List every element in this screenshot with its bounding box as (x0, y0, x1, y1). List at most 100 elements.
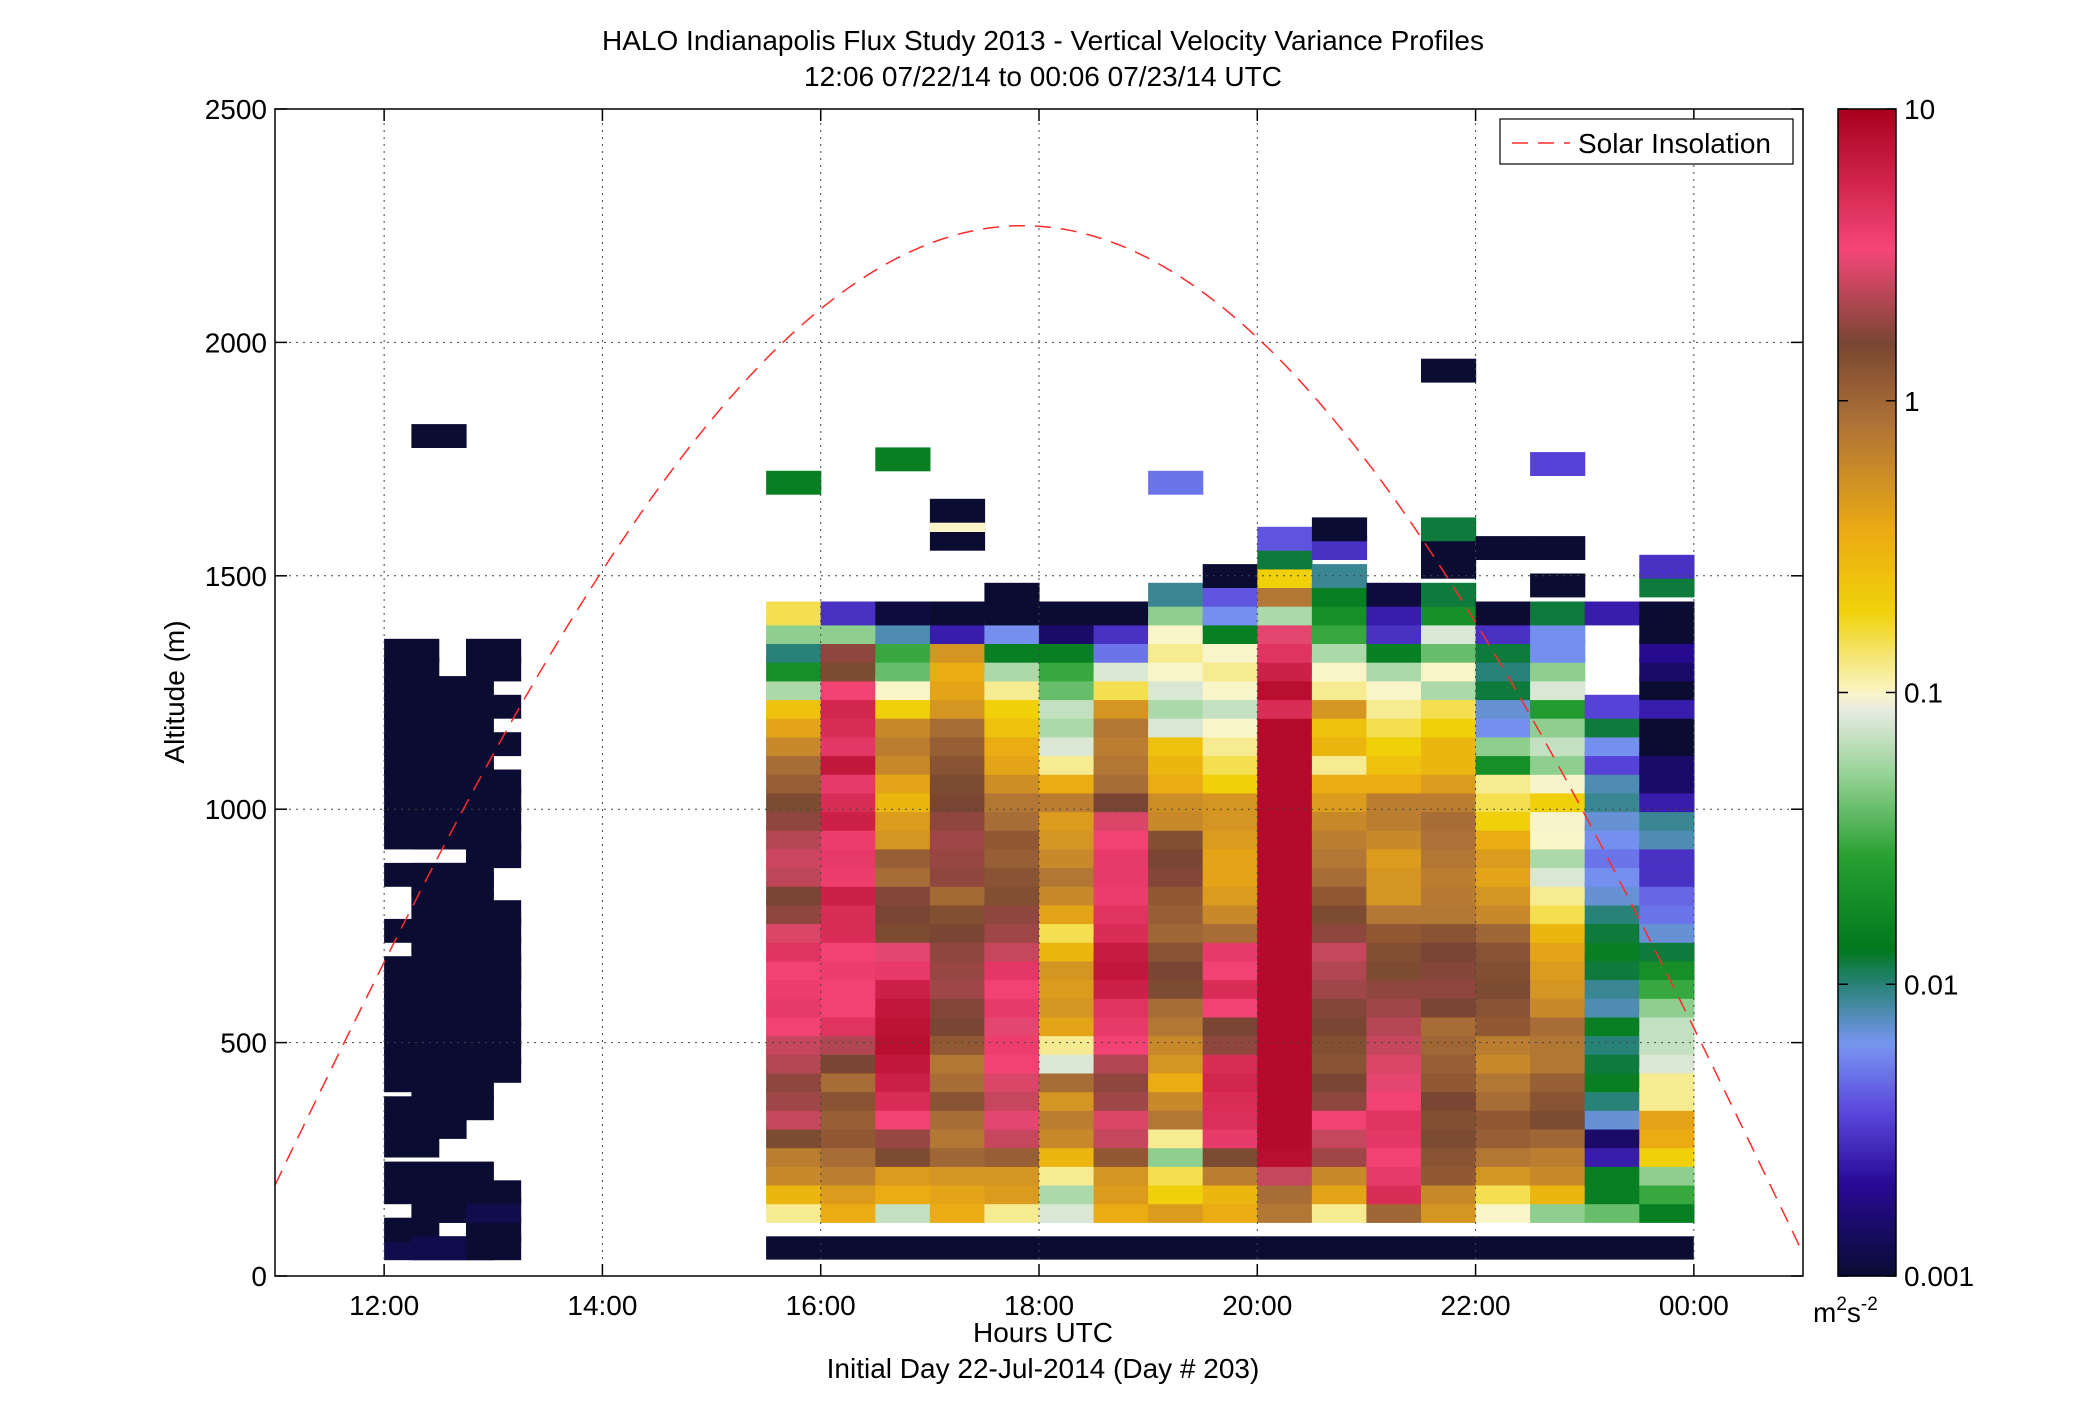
heatmap-cell (1639, 1030, 1695, 1055)
heatmap-cell (1202, 564, 1258, 588)
heatmap-cell (1257, 1086, 1313, 1111)
colorbar-band (1838, 389, 1896, 394)
colorbar-band (1838, 929, 1896, 935)
heatmap-cell (1311, 918, 1368, 943)
colorbar-band (1838, 1104, 1896, 1110)
heatmap-cell (1039, 1143, 1095, 1167)
heatmap-cell (875, 788, 931, 813)
colorbar-band (1838, 116, 1896, 122)
heatmap-cell (1530, 1105, 1586, 1130)
heatmap-cell (466, 1180, 522, 1205)
heatmap-cell (1530, 1086, 1586, 1111)
heatmap-cell (1093, 1143, 1149, 1167)
colorbar-band (1838, 1264, 1896, 1269)
colorbar-band (1838, 1221, 1896, 1227)
heatmap-cell (1039, 1124, 1095, 1149)
heatmap-cell (1202, 1143, 1258, 1167)
colorbar-band (1838, 630, 1896, 635)
heatmap-cell (984, 956, 1040, 981)
heatmap-cell (1202, 1012, 1258, 1037)
legend-box (1499, 118, 1794, 165)
heatmap-cell (1639, 713, 1695, 738)
heatmap-cell (766, 956, 822, 981)
colorbar-band (1838, 311, 1896, 316)
heatmap-cell (1093, 993, 1149, 1018)
heatmap-cell (1148, 582, 1204, 607)
colorbar-band (1838, 704, 1896, 709)
heatmap-cell (1148, 769, 1204, 794)
heatmap-cell (1311, 536, 1368, 560)
x-axis-label: Hours UTC (973, 1317, 1113, 1348)
heatmap-cell (1366, 657, 1422, 682)
heatmap-cell (1421, 788, 1477, 813)
heatmap-cell (1530, 974, 1586, 999)
heatmap-cell (1311, 1124, 1368, 1149)
heatmap-cell (984, 788, 1040, 813)
heatmap-cell (984, 1086, 1040, 1111)
heatmap-cell (1366, 956, 1422, 981)
heatmap-cell (820, 956, 876, 981)
heatmap-cell (1366, 844, 1422, 869)
colorbar-band (1838, 307, 1896, 312)
colorbar-band (1838, 688, 1896, 694)
heatmap-cell (466, 788, 522, 813)
heatmap-cell (1311, 517, 1368, 542)
colorbar-band (1838, 1015, 1896, 1020)
heatmap-cell (820, 825, 876, 850)
colorbar-band (1838, 715, 1896, 721)
heatmap-cell (820, 788, 876, 813)
colorbar-band (1838, 638, 1896, 643)
colorbar-band (1838, 295, 1896, 301)
heatmap-cell (1202, 844, 1258, 869)
colorbar-band (1838, 781, 1896, 787)
heatmap-cell (766, 1086, 822, 1111)
heatmap-cell (875, 620, 931, 644)
heatmap-cell (1039, 844, 1095, 869)
heatmap-cell (984, 1068, 1040, 1093)
heatmap-cell (1093, 1124, 1149, 1149)
heatmap-cell (1421, 1068, 1477, 1093)
heatmap-cell (411, 1115, 467, 1139)
heatmap-cell (1202, 1105, 1258, 1130)
heatmap-cell (1257, 1068, 1313, 1093)
heatmap-cell (1475, 1161, 1531, 1186)
heatmap-cell (820, 1143, 876, 1167)
heatmap-cell (1584, 937, 1640, 962)
heatmap-cell (1311, 1105, 1368, 1130)
heatmap-cell (411, 424, 467, 448)
colorbar-band (1838, 439, 1896, 445)
colorbar-band (1838, 470, 1896, 476)
colorbar-band (1838, 373, 1896, 379)
heatmap-cell (1257, 582, 1313, 607)
heatmap-cell (1202, 788, 1258, 813)
heatmap-cell (1148, 676, 1204, 701)
heatmap-cell (984, 713, 1040, 738)
heatmap-cell (1530, 713, 1586, 738)
heatmap-cell (984, 750, 1040, 775)
heatmap-cell (1202, 750, 1258, 775)
colorbar-band (1838, 700, 1896, 705)
heatmap-cell (1366, 918, 1422, 943)
heatmap-cell (466, 732, 522, 757)
colorbar-band (1838, 743, 1896, 748)
heatmap-cell (1257, 993, 1313, 1018)
colorbar-band (1838, 1093, 1896, 1098)
colorbar-band (1838, 225, 1896, 231)
heatmap-cell (1584, 1012, 1640, 1037)
heatmap-cell (1530, 638, 1586, 663)
colorbar-band (1838, 1011, 1896, 1016)
heatmap-cell (1202, 937, 1258, 962)
heatmap-cell (929, 993, 986, 1018)
colorbar-band (1838, 521, 1896, 526)
colorbar-band (1838, 303, 1896, 308)
heatmap-cell (929, 694, 986, 719)
colorbar-band (1838, 1100, 1896, 1106)
colorbar-band (1838, 949, 1896, 954)
heatmap-cell (1530, 1124, 1586, 1149)
colorbar-band (1838, 1159, 1896, 1164)
colorbar-band (1838, 396, 1896, 402)
heatmap-cell (438, 713, 494, 738)
heatmap-cell (438, 676, 494, 701)
heatmap-cell (1584, 900, 1640, 925)
heatmap-cell (466, 1199, 522, 1223)
